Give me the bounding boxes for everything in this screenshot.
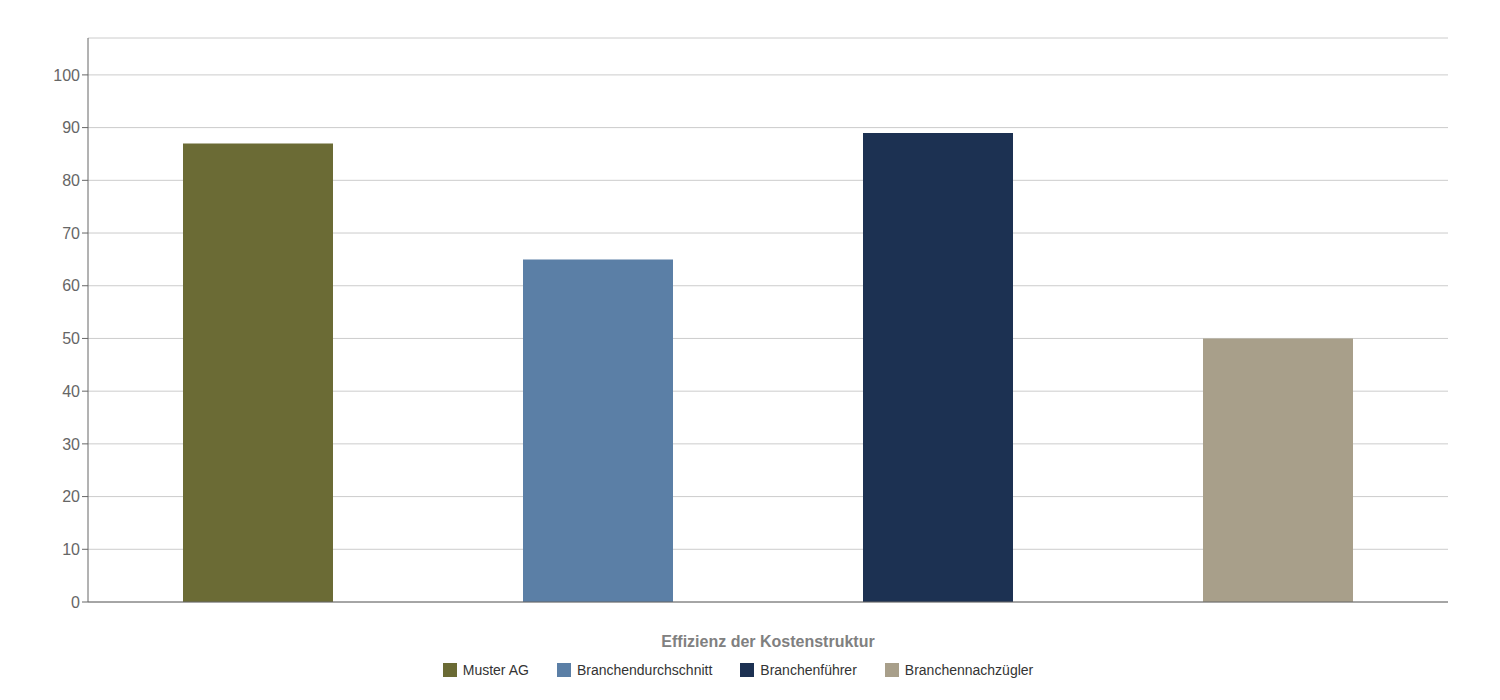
svg-text:50: 50	[62, 330, 80, 347]
svg-text:20: 20	[62, 488, 80, 505]
svg-text:80: 80	[62, 172, 80, 189]
html-text:Branchennachzügler: Branchennachzügler	[904, 662, 1034, 678]
svg-text:60: 60	[62, 277, 80, 294]
svg-text:100: 100	[53, 67, 80, 84]
svg-text:10: 10	[62, 541, 80, 558]
svg-text:30: 30	[62, 436, 80, 453]
svg-text:90: 90	[62, 119, 80, 136]
html-text:Muster AG: Muster AG	[462, 662, 529, 678]
svg-text:70: 70	[62, 225, 80, 242]
svg-text:0: 0	[71, 594, 80, 611]
html-text:Branchendurchschnitt: Branchendurchschnitt	[576, 662, 713, 678]
html-text:Branchenführer: Branchenführer	[760, 662, 857, 678]
svg-text:Effizienz der Kostenstruktur: Effizienz der Kostenstruktur	[661, 633, 874, 650]
svg-text:40: 40	[62, 383, 80, 400]
